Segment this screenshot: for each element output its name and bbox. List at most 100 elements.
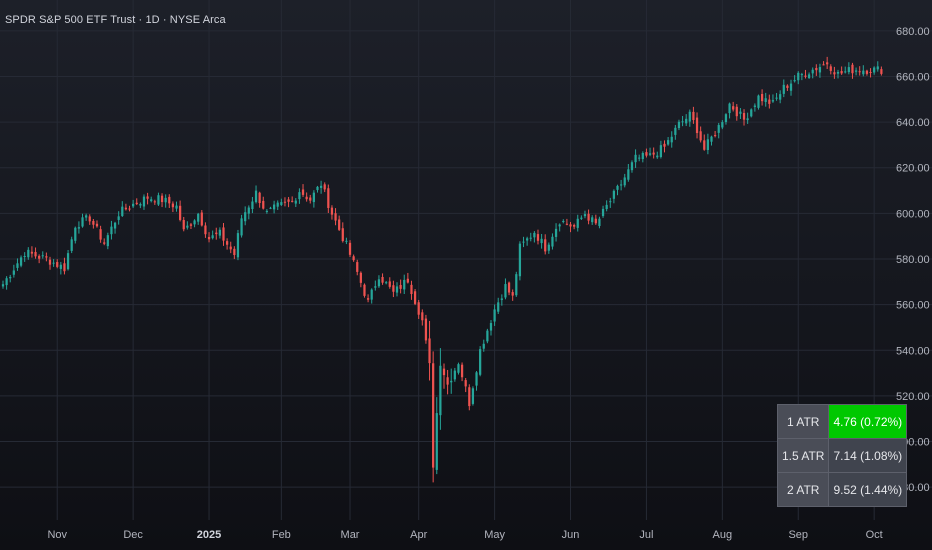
- candle: [338, 215, 341, 232]
- candle-body: [489, 323, 493, 331]
- candle: [829, 64, 832, 75]
- candle-body: [403, 279, 406, 290]
- candle: [269, 206, 272, 210]
- candle: [609, 197, 612, 208]
- candle-body: [334, 213, 337, 221]
- candle-body: [240, 218, 243, 236]
- candle: [30, 246, 34, 258]
- candle-body: [305, 196, 308, 200]
- candle: [666, 137, 670, 146]
- candle: [659, 140, 663, 159]
- candle: [327, 184, 330, 213]
- candle: [652, 147, 655, 159]
- candle-body: [706, 139, 709, 151]
- candle-body: [341, 228, 344, 242]
- candle: [739, 108, 742, 120]
- candle: [638, 154, 641, 162]
- candle-body: [92, 220, 95, 225]
- candle-body: [236, 233, 240, 258]
- candle-body: [728, 103, 731, 114]
- x-tick-label: Sep: [788, 529, 808, 541]
- candle-body: [356, 262, 359, 272]
- candle-body: [789, 83, 793, 91]
- candle: [515, 271, 518, 297]
- candle: [656, 151, 659, 159]
- candle-body: [464, 380, 467, 387]
- candle: [132, 199, 135, 209]
- candle: [807, 72, 811, 79]
- candle: [179, 200, 182, 222]
- candle: [681, 115, 684, 127]
- candle: [254, 185, 258, 204]
- candle: [583, 210, 587, 219]
- candle-body: [638, 157, 641, 159]
- candle: [840, 66, 843, 75]
- candle-body: [280, 202, 283, 205]
- candle: [392, 280, 395, 298]
- x-tick-label: May: [484, 529, 505, 541]
- candle: [377, 275, 381, 288]
- candle-body: [146, 196, 149, 199]
- candle: [52, 259, 55, 267]
- candle: [742, 109, 746, 126]
- candle: [359, 271, 362, 288]
- candle: [356, 259, 359, 276]
- atr-row: 1.5 ATR 7.14 (1.08%): [776, 438, 908, 473]
- candle: [750, 108, 753, 118]
- candle-body: [135, 202, 138, 205]
- candle: [9, 274, 12, 283]
- candle: [627, 164, 630, 182]
- candle: [811, 67, 814, 79]
- candle: [258, 191, 261, 208]
- x-tick-label: Aug: [713, 529, 733, 541]
- candle: [341, 222, 344, 243]
- candle-body: [591, 217, 594, 223]
- candle-body: [175, 205, 178, 209]
- candle-body: [113, 222, 117, 229]
- candle-body: [782, 84, 785, 94]
- candle-body: [48, 259, 52, 265]
- candle: [692, 106, 695, 124]
- candle-body: [168, 196, 171, 204]
- candle-body: [854, 70, 858, 72]
- candle: [110, 220, 113, 240]
- candle: [511, 289, 514, 301]
- candle-body: [399, 284, 402, 289]
- candle-body: [858, 71, 861, 73]
- candle: [475, 370, 478, 391]
- candle-body: [432, 363, 435, 468]
- candle: [862, 65, 865, 77]
- candle: [193, 219, 196, 228]
- candle: [334, 208, 337, 226]
- candle-body: [413, 291, 417, 304]
- candle-body: [865, 70, 869, 74]
- candle: [623, 173, 626, 188]
- candle: [95, 220, 99, 228]
- candle: [85, 213, 88, 221]
- candle-body: [211, 235, 214, 239]
- candle-body: [204, 225, 207, 235]
- candle-body: [862, 70, 865, 75]
- candle: [312, 190, 315, 208]
- candle-body: [287, 199, 290, 202]
- candle-body: [258, 192, 261, 204]
- candle-body: [460, 364, 464, 378]
- candle-body: [648, 153, 652, 155]
- time-axis[interactable]: Nov Dec 2025 Feb Mar Apr May Jun Jul Aug Sep Oct: [47, 529, 882, 541]
- candle-body: [142, 196, 146, 207]
- candle: [117, 211, 120, 225]
- candle: [388, 277, 391, 289]
- candle-body: [717, 125, 720, 133]
- candle: [171, 201, 175, 213]
- candle-body: [771, 100, 775, 102]
- candle: [1, 280, 5, 289]
- candle-body: [171, 203, 175, 208]
- candle-body: [262, 200, 265, 209]
- candle: [381, 273, 384, 285]
- candle-body: [453, 370, 456, 380]
- candle-body: [124, 207, 128, 210]
- candle: [500, 294, 503, 306]
- candle-body: [330, 207, 334, 215]
- candle: [410, 280, 413, 300]
- candle: [262, 196, 265, 210]
